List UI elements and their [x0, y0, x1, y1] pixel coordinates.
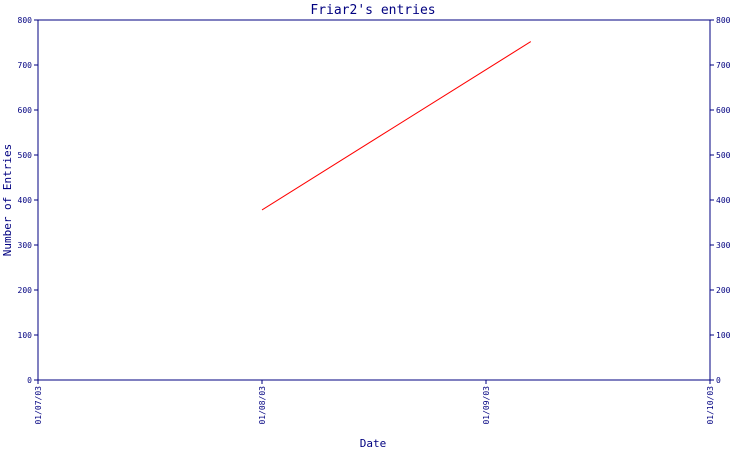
- chart-title: Friar2's entries: [310, 3, 435, 18]
- series-group: [261, 41, 532, 211]
- y-tick-label-left: 0: [27, 376, 32, 385]
- y-tick-label-right: 800: [716, 16, 731, 25]
- x-tick-label: 01/07/03: [34, 386, 43, 425]
- x-axis-label: Date: [360, 437, 387, 450]
- y-tick-label-right: 400: [716, 196, 731, 205]
- y-tick-label-left: 600: [18, 106, 33, 115]
- right-y-axis: 0 100 200 300 400 500 600 700 800: [710, 16, 731, 385]
- x-tick-label: 01/10/03: [706, 386, 715, 425]
- series-line: [261, 41, 532, 211]
- y-axis-label: Number of Entries: [1, 144, 14, 257]
- y-tick-label-left: 200: [18, 286, 33, 295]
- x-tick-label: 01/08/03: [258, 386, 267, 425]
- y-tick-label-left: 100: [18, 331, 33, 340]
- y-tick-label-right: 500: [716, 151, 731, 160]
- left-y-axis: 0 100 200 300 400 500 600 700 800: [18, 16, 38, 385]
- y-tick-label-left: 800: [18, 16, 33, 25]
- y-tick-label-right: 300: [716, 241, 731, 250]
- y-tick-label-left: 400: [18, 196, 33, 205]
- y-tick-label-left: 300: [18, 241, 33, 250]
- y-tick-label-right: 100: [716, 331, 731, 340]
- y-tick-label-left: 500: [18, 151, 33, 160]
- y-tick-label-right: 0: [716, 376, 721, 385]
- y-tick-label-right: 700: [716, 61, 731, 70]
- x-axis: 01/07/03 01/08/03 01/09/03 01/10/03: [34, 380, 715, 425]
- x-tick-label: 01/09/03: [482, 386, 491, 425]
- y-tick-label-right: 600: [716, 106, 731, 115]
- y-tick-label-left: 700: [18, 61, 33, 70]
- plot-area-frame: [37, 19, 711, 381]
- y-tick-label-right: 200: [716, 286, 731, 295]
